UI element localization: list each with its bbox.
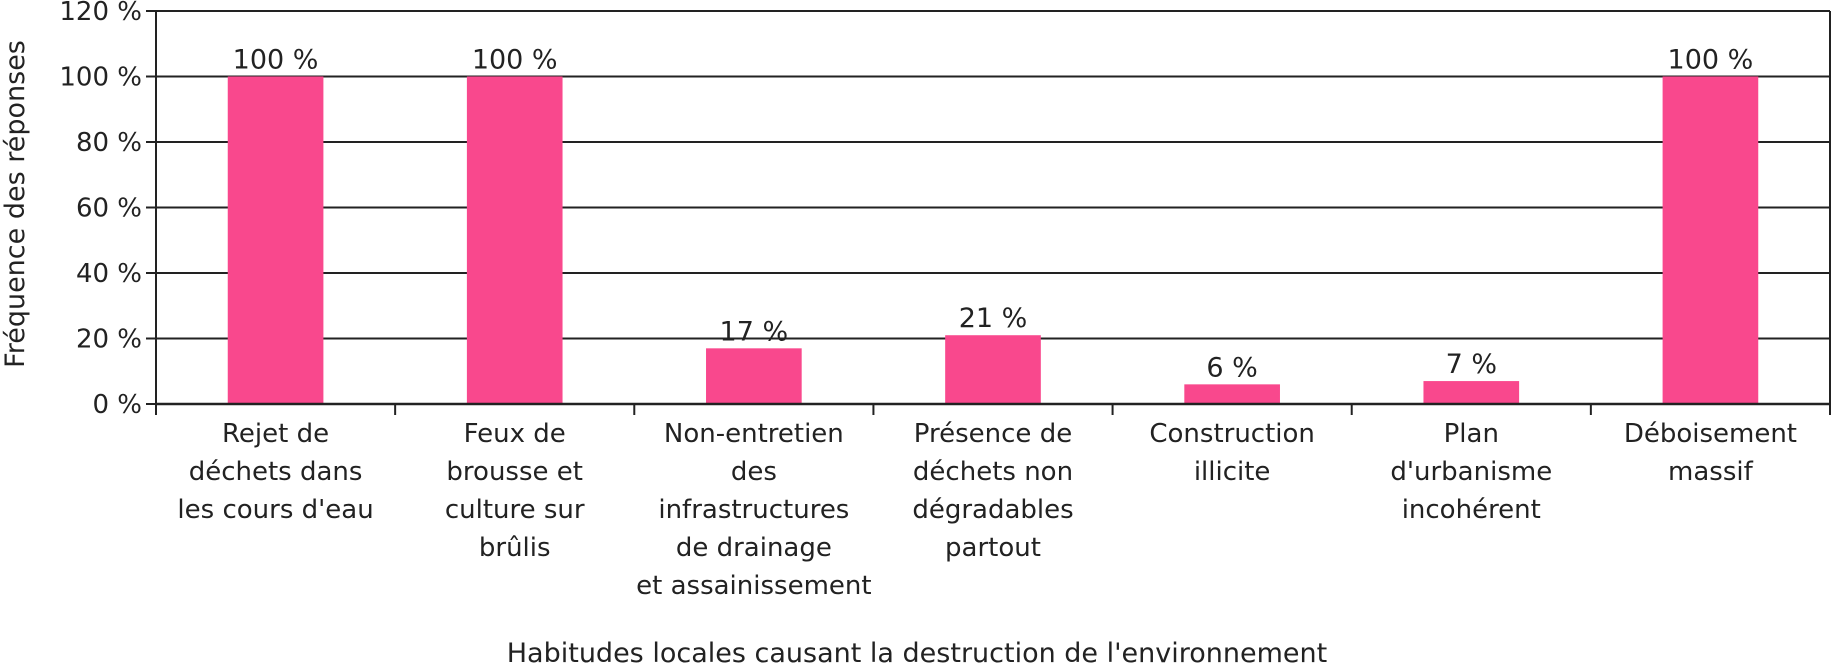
category-label: des [731, 457, 777, 487]
category-label: Déboisement [1624, 419, 1797, 449]
bar [466, 76, 563, 404]
bars [227, 76, 1759, 404]
category-label: Feux de [464, 419, 566, 449]
category-label: incohérent [1402, 495, 1541, 525]
bar [1423, 381, 1520, 404]
y-tick-labels: 0 % 20 % 40 % 60 % 80 % 100 % 120 % [59, 0, 142, 420]
y-tick-label: 120 % [59, 0, 142, 27]
category-label: et assainissement [636, 571, 871, 601]
value-labels: 100 % 100 % 17 % 21 % 6 % 7 % 100 % [233, 45, 1754, 384]
x-axis-title: Habitudes locales causant la destruction… [507, 638, 1327, 668]
gridlines [156, 10, 1830, 340]
category-label: Non-entretien [664, 419, 844, 449]
value-label: 17 % [720, 316, 789, 347]
category-label: culture sur [445, 495, 585, 525]
value-label: 21 % [959, 303, 1028, 334]
axes [146, 10, 1831, 415]
y-tick-label: 100 % [59, 63, 142, 93]
bar [945, 335, 1041, 404]
value-label: 7 % [1446, 349, 1497, 380]
y-axis-title: Fréquence des réponses [0, 40, 31, 368]
y-tick-label: 40 % [76, 259, 142, 289]
bar [706, 348, 802, 404]
category-label: dégradables [912, 495, 1073, 525]
category-label: Plan [1444, 419, 1499, 449]
bar [1662, 76, 1759, 404]
value-label: 6 % [1206, 352, 1257, 383]
category-label: Présence de [914, 419, 1072, 449]
bar [1184, 384, 1280, 404]
value-label: 100 % [472, 45, 558, 76]
category-label: illicite [1194, 457, 1271, 487]
y-tick-label: 0 % [92, 390, 142, 420]
category-label: partout [945, 533, 1041, 563]
category-label: massif [1668, 457, 1754, 487]
category-label: d'urbanisme [1390, 457, 1552, 487]
category-label: brûlis [479, 533, 551, 563]
value-label: 100 % [1668, 45, 1754, 76]
category-label: les cours d'eau [177, 495, 373, 525]
value-label: 100 % [233, 45, 319, 76]
category-label: déchets dans [189, 457, 363, 487]
category-labels: Rejet de déchets dans les cours d'eau Feux … [177, 419, 1797, 601]
category-label: Construction [1149, 419, 1315, 449]
category-label: brousse et [446, 457, 583, 487]
category-label: de drainage [676, 533, 832, 563]
category-label: déchets non [913, 457, 1073, 487]
y-tick-label: 80 % [76, 128, 142, 158]
category-label: Rejet de [222, 419, 329, 449]
y-tick-label: 60 % [76, 194, 142, 224]
category-label: infrastructures [658, 495, 849, 525]
bar [227, 76, 324, 404]
y-tick-label: 20 % [76, 325, 142, 355]
